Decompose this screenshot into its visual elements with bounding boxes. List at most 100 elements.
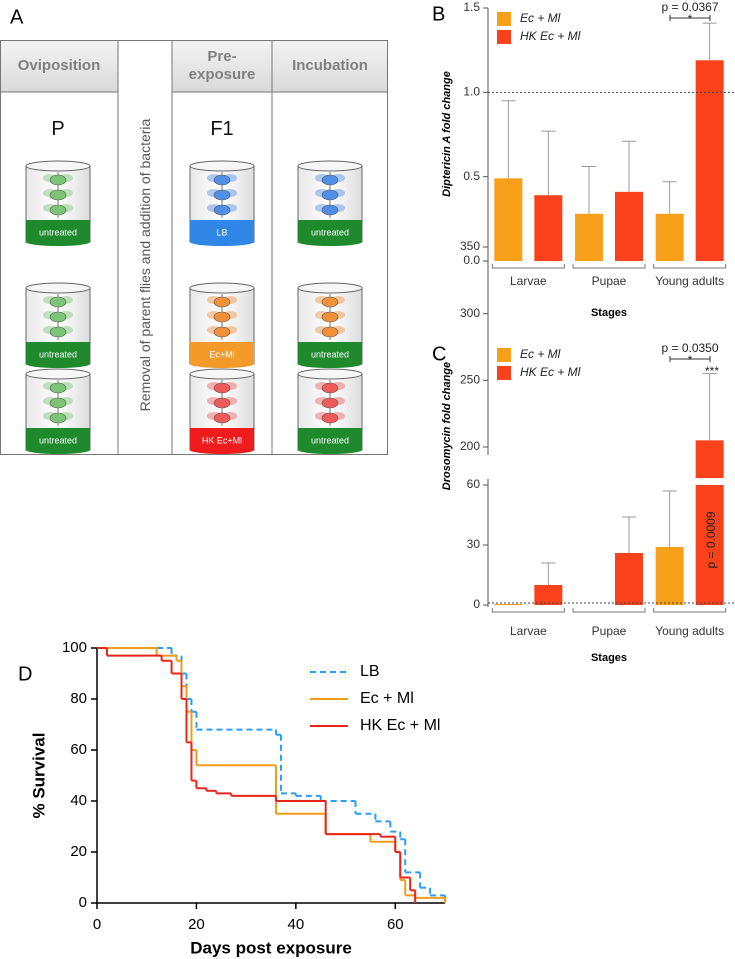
bar [494, 604, 523, 605]
removal-note: Removal of parent flies and addition of … [137, 118, 153, 412]
fly-body [213, 174, 231, 186]
vial-rim [189, 282, 255, 294]
bar [655, 547, 684, 605]
y-tick-label: 30 [467, 537, 481, 551]
x-tick-label: 0 [93, 916, 101, 933]
error-bar [662, 181, 677, 214]
fly-body [213, 326, 231, 338]
vial-medium [190, 220, 254, 242]
vial-label: Ec+Ml [209, 349, 234, 359]
fly-body [321, 296, 339, 308]
y-tick-label: 0 [79, 894, 87, 911]
error-bar [702, 373, 717, 441]
fly-body [213, 397, 231, 409]
panel-label: A [10, 6, 24, 28]
annotation: p = 0.0367 [661, 0, 718, 14]
vial-label: untreated [39, 227, 77, 237]
header-bg [172, 40, 272, 92]
bar [615, 191, 643, 261]
y-tick-label: 100 [62, 639, 87, 656]
fly-body [49, 174, 67, 186]
error-bar [541, 562, 556, 585]
annotation: p = 0.0350 [661, 341, 718, 355]
vial-base [298, 446, 362, 454]
y-tick-label: 1.5 [463, 0, 480, 14]
bar [494, 178, 523, 261]
vial-medium [298, 342, 362, 364]
vial: LB [189, 160, 255, 246]
vial-rim [297, 160, 363, 172]
annotation: * [688, 353, 693, 367]
vial-rim [189, 160, 255, 172]
fly-body [321, 204, 339, 216]
x-tick-label: 40 [288, 916, 305, 933]
error-bar [622, 516, 636, 553]
x-tick-label: Larvae [510, 624, 547, 638]
vial-rim [297, 282, 363, 294]
vial: untreated [297, 282, 363, 368]
vial-medium [190, 428, 254, 450]
bar [695, 60, 724, 261]
fly-body [213, 311, 231, 323]
y-axis-title: % Survival [29, 733, 48, 819]
header-bg [0, 40, 118, 92]
x-tick-label: Pupae [592, 274, 627, 288]
fly-body [49, 296, 67, 308]
x-tick-label: 20 [188, 916, 205, 933]
protocol-table [0, 40, 388, 455]
fly-body [49, 412, 67, 424]
vial: HK Ec+Ml [189, 368, 255, 454]
bar [615, 553, 643, 605]
survival-curve [97, 647, 417, 903]
fly-body [213, 204, 231, 216]
x-axis-title: Days post exposure [190, 938, 352, 957]
legend-label: Ec + Ml [520, 347, 561, 361]
generation-label: F1 [210, 118, 234, 140]
legend-label: Ec + Ml [360, 690, 414, 707]
vial-medium [26, 342, 90, 364]
category-bracket [491, 608, 565, 613]
column-header: Incubation [292, 57, 368, 74]
x-tick-label: Young adults [655, 624, 724, 638]
x-tick-label: 60 [387, 916, 404, 933]
x-tick-label: Larvae [510, 274, 547, 288]
vial-rim [25, 160, 91, 172]
vial-medium [298, 220, 362, 242]
vial-label: untreated [311, 349, 349, 359]
vial: untreated [297, 368, 363, 454]
vial-rim [297, 368, 363, 380]
fly-body [321, 397, 339, 409]
fly-body [321, 382, 339, 394]
header-bg [272, 40, 388, 92]
survival-curve [97, 647, 446, 903]
annotation: * [688, 12, 693, 26]
survival-curve [97, 647, 446, 903]
vial-base [298, 238, 362, 246]
vial-base [190, 360, 254, 368]
vial-medium [298, 428, 362, 450]
generation-label: P [51, 118, 65, 140]
vial: untreated [297, 160, 363, 246]
category-bracket [572, 608, 646, 613]
vial-rim [25, 282, 91, 294]
vial-label: untreated [39, 349, 77, 359]
fly-body [49, 311, 67, 323]
y-tick-label: 0.0 [463, 253, 480, 267]
x-tick-label: Pupae [592, 624, 627, 638]
panel-label: C [432, 343, 446, 365]
legend-swatch [497, 30, 511, 44]
y-tick-label: 200 [460, 439, 480, 453]
vial-rim [189, 368, 255, 380]
error-bar [702, 22, 717, 61]
fly-body [213, 189, 231, 201]
vial-label: untreated [39, 435, 77, 445]
bar [534, 195, 563, 261]
vial-base [190, 446, 254, 454]
legend-label: HK Ec + Ml [520, 29, 581, 43]
y-tick-label: 40 [70, 792, 87, 809]
y-tick-label: 60 [467, 477, 481, 491]
vial-base [26, 238, 90, 246]
legend-swatch [497, 12, 511, 26]
legend-label: HK Ec + Ml [360, 717, 440, 734]
